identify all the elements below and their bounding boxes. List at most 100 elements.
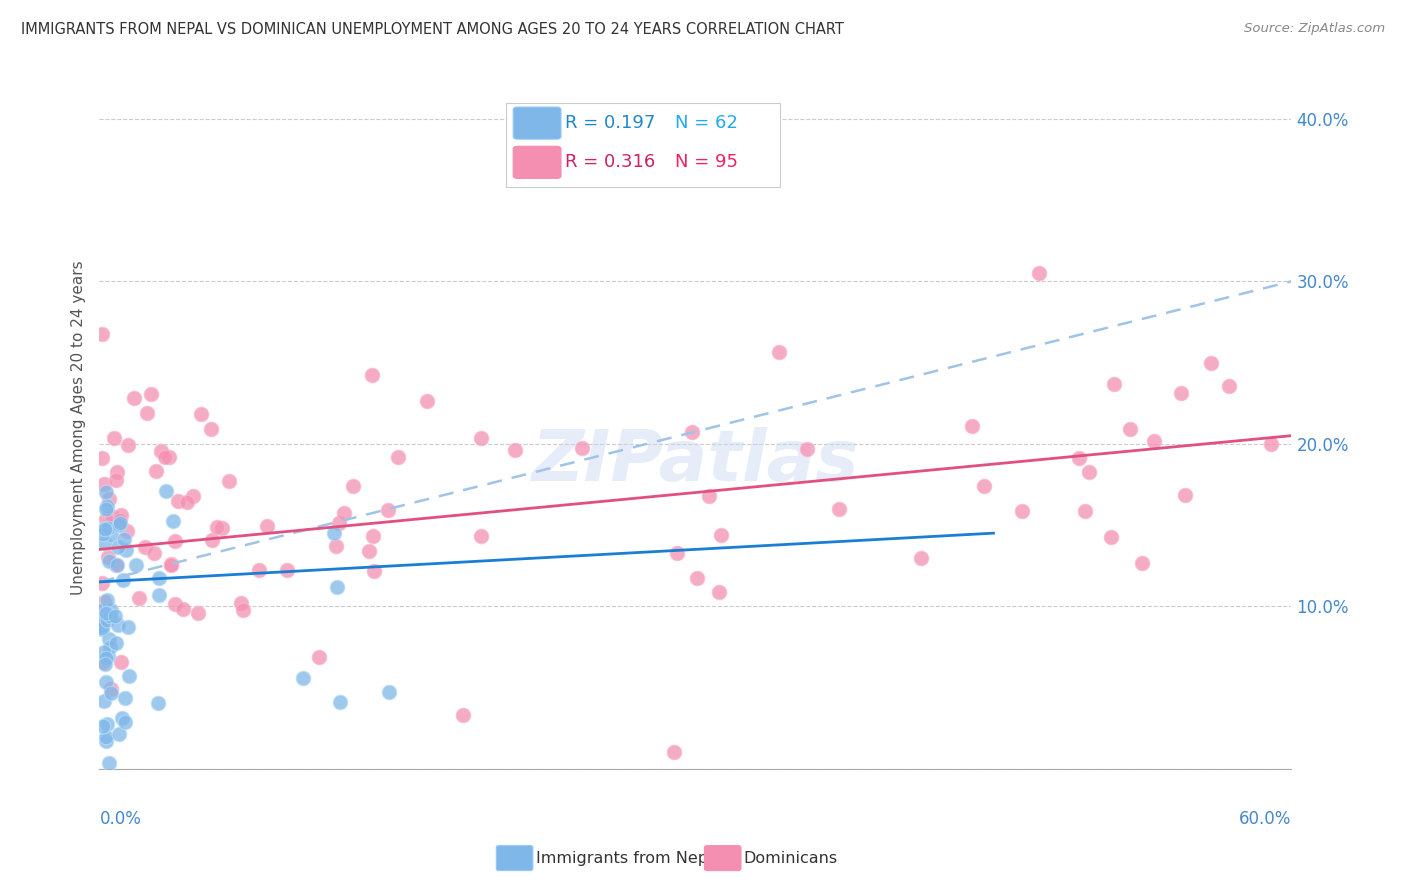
Point [326,580,349,594]
Point [155,450,177,465]
Point [91,527,114,541]
Point [910,551,932,566]
Point [96,593,118,607]
Point [94,651,117,665]
Point [90,621,112,635]
Point [107,618,129,632]
Point [96,499,118,513]
Point [107,540,129,554]
Point [91,603,114,617]
Point [103,510,125,524]
Point [117,438,139,452]
Point [503,443,526,458]
Point [363,564,385,578]
Text: Dominicans: Dominicans [744,851,838,865]
Point [98,491,121,506]
Point [96,730,118,744]
Point [110,711,132,725]
Point [93,522,115,536]
Point [149,444,172,458]
Point [103,608,125,623]
Point [664,746,686,760]
Point [91,623,114,637]
Point [110,508,132,523]
Point [1078,466,1101,480]
Point [325,539,347,553]
Point [571,442,593,456]
Point [104,558,127,572]
Point [100,609,122,624]
Point [100,640,122,654]
Point [205,520,228,534]
Point [470,529,492,543]
Point [96,606,118,620]
Point [91,575,114,590]
Point [97,648,120,663]
Point [114,714,136,729]
Point [122,392,145,406]
Point [148,589,170,603]
Y-axis label: Unemployment Among Ages 20 to 24 years: Unemployment Among Ages 20 to 24 years [72,260,86,595]
Point [201,533,224,547]
Point [91,327,114,342]
Point [96,613,118,627]
Point [232,603,254,617]
Point [96,734,118,748]
Text: IMMIGRANTS FROM NEPAL VS DOMINICAN UNEMPLOYMENT AMONG AGES 20 TO 24 YEARS CORREL: IMMIGRANTS FROM NEPAL VS DOMINICAN UNEMP… [21,22,844,37]
Point [308,649,330,664]
Point [107,727,129,741]
Point [162,514,184,528]
Point [167,493,190,508]
Point [256,519,278,533]
Point [377,685,399,699]
Point [108,517,131,532]
Point [97,632,120,647]
Point [98,608,121,623]
Point [100,528,122,542]
Point [377,503,399,517]
Point [96,512,118,526]
Point [1170,386,1192,401]
Point [470,431,492,445]
Text: 0.0%: 0.0% [100,810,142,828]
Point [247,563,270,577]
Point [1069,451,1091,466]
Text: ZIPatlas: ZIPatlas [531,427,859,496]
Point [134,540,156,554]
Point [333,506,356,520]
Point [108,513,131,527]
Point [96,717,118,731]
Text: Immigrants from Nepal: Immigrants from Nepal [536,851,723,865]
Point [697,490,720,504]
Point [93,693,115,707]
Point [187,607,209,621]
Point [176,495,198,509]
Point [451,707,474,722]
Point [1011,504,1033,518]
Point [96,501,118,516]
Point [98,756,121,771]
Point [108,516,131,530]
Point [100,603,122,617]
Point [165,533,187,548]
Point [105,558,128,572]
Point [160,558,183,572]
Point [91,619,114,633]
Point [155,484,177,499]
Point [94,522,117,536]
Point [1130,556,1153,570]
Point [93,719,115,733]
Point [97,521,120,535]
Point [276,563,298,577]
Point [94,657,117,672]
Point [387,450,409,465]
Point [1102,376,1125,391]
Point [1143,434,1166,448]
Point [827,502,849,516]
Point [93,614,115,628]
Point [328,516,350,530]
Point [104,473,127,487]
Text: N = 95: N = 95 [675,153,738,171]
Point [94,536,117,550]
Point [1099,530,1122,544]
